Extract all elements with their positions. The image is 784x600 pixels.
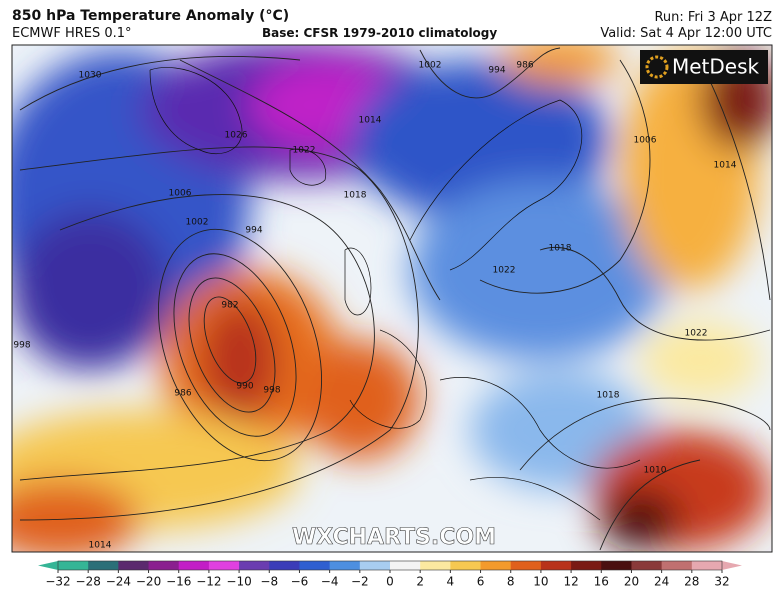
colorbar-label: 20 bbox=[624, 575, 639, 589]
colorbar-label: −12 bbox=[196, 575, 221, 589]
colorbar-label: −16 bbox=[166, 575, 191, 589]
model: ECMWF HRES 0.1° bbox=[12, 26, 132, 41]
isobar-label: 1010 bbox=[644, 466, 667, 476]
colorbar-label: 12 bbox=[563, 575, 578, 589]
isobar-label: 994 bbox=[488, 66, 505, 76]
isobar-label: 1026 bbox=[225, 131, 248, 141]
colorbar-arrow-right bbox=[722, 561, 742, 570]
isobar-label: 986 bbox=[174, 389, 191, 399]
colorbar-label: −8 bbox=[260, 575, 278, 589]
logo-box bbox=[640, 50, 768, 84]
isobar-label: 1022 bbox=[685, 329, 708, 339]
isobar-label: 1018 bbox=[549, 244, 572, 254]
isobar-label: 1022 bbox=[493, 266, 516, 276]
base: Base: CFSR 1979-2010 climatology bbox=[262, 26, 498, 40]
isobar-label: 1022 bbox=[293, 146, 316, 156]
colorbar-label: 2 bbox=[416, 575, 424, 589]
colorbar-segment bbox=[480, 561, 512, 570]
isobar-label: 1002 bbox=[419, 61, 442, 71]
run: Run: Fri 3 Apr 12Z bbox=[654, 10, 772, 25]
colorbar-segment bbox=[329, 561, 361, 570]
isobar-label: 1002 bbox=[186, 218, 209, 228]
colorbar-label: 4 bbox=[447, 575, 455, 589]
colorbar-label: −10 bbox=[226, 575, 251, 589]
colorbar-label: −28 bbox=[76, 575, 101, 589]
colorbar-segment bbox=[571, 561, 602, 570]
watermark: WXCHARTS.COM bbox=[292, 525, 496, 550]
isobars bbox=[19, 47, 771, 551]
colorbar-label: −32 bbox=[45, 575, 70, 589]
anomaly-field: 1030 1026 1022 1018 1014 1006 1002 994 9… bbox=[12, 45, 772, 552]
colorbar-label: 8 bbox=[507, 575, 515, 589]
colorbar-label: 16 bbox=[594, 575, 609, 589]
isobar-label: 994 bbox=[245, 226, 262, 236]
isobar-label: 1018 bbox=[344, 191, 367, 201]
colorbar-segment bbox=[540, 561, 572, 570]
map-frame bbox=[11, 44, 773, 553]
logo-icon bbox=[645, 55, 669, 79]
colorbar-label: −2 bbox=[351, 575, 369, 589]
colorbar-segment bbox=[269, 561, 300, 570]
colorbar-segment bbox=[88, 561, 119, 570]
colorbar-segment bbox=[118, 561, 150, 570]
isobar-label: 1014 bbox=[89, 541, 112, 551]
colorbar-segment bbox=[510, 561, 542, 570]
colorbar-segment bbox=[359, 561, 391, 570]
coastlines bbox=[149, 67, 641, 521]
isobar-label: 1030 bbox=[79, 71, 102, 81]
isobar-label: 998 bbox=[263, 386, 280, 396]
colorbar-segment bbox=[691, 561, 723, 570]
colorbar-label: −6 bbox=[291, 575, 309, 589]
isobar-label: 998 bbox=[13, 341, 30, 351]
colorbar-label: 0 bbox=[386, 575, 394, 589]
colorbar-segment bbox=[58, 561, 89, 570]
colorbar-label: 6 bbox=[477, 575, 485, 589]
colorbar-arrow-left bbox=[38, 561, 58, 570]
isobar-label: 990 bbox=[236, 382, 253, 392]
isobar-label: 986 bbox=[516, 61, 533, 71]
colorbar-label: 10 bbox=[533, 575, 548, 589]
title: 850 hPa Temperature Anomaly (°C) bbox=[12, 8, 290, 24]
colorbar: −32 −28 −24 −20 −16 −12 −10 −8 −6 −4 −2 0 2 4 6 8 10 12 16… bbox=[38, 560, 742, 589]
isobar-label: 1014 bbox=[359, 116, 382, 126]
colorbar-segment bbox=[390, 561, 421, 570]
isobar-label: 1014 bbox=[714, 161, 737, 171]
isobar-label-layer: 1030 1026 1022 1018 1014 1006 1002 994 9… bbox=[13, 61, 736, 551]
colorbar-segment bbox=[420, 561, 451, 570]
colorbar-segment bbox=[239, 561, 270, 570]
colorbar-segment bbox=[148, 561, 180, 570]
colorbar-label: −24 bbox=[106, 575, 131, 589]
colorbar-segment bbox=[299, 561, 331, 570]
colorbar-label: 32 bbox=[714, 575, 729, 589]
isobar-label: 1006 bbox=[634, 136, 657, 146]
colorbar-segment bbox=[450, 561, 482, 570]
valid: Valid: Sat 4 Apr 12:00 UTC bbox=[600, 26, 772, 41]
colorbar-label: 24 bbox=[654, 575, 669, 589]
colorbar-label: 28 bbox=[684, 575, 699, 589]
colorbar-segment bbox=[178, 561, 210, 570]
colorbar-segment bbox=[631, 561, 663, 570]
colorbar-segment bbox=[601, 561, 632, 570]
isobar-label: 1018 bbox=[597, 391, 620, 401]
colorbar-segment bbox=[208, 561, 240, 570]
colorbar-label: −20 bbox=[136, 575, 161, 589]
isobar-label: 982 bbox=[221, 301, 238, 311]
colorbar-segment bbox=[661, 561, 693, 570]
isobar-label: 1006 bbox=[169, 189, 192, 199]
colorbar-label: −4 bbox=[321, 575, 339, 589]
logo: MetDesk bbox=[672, 55, 760, 79]
